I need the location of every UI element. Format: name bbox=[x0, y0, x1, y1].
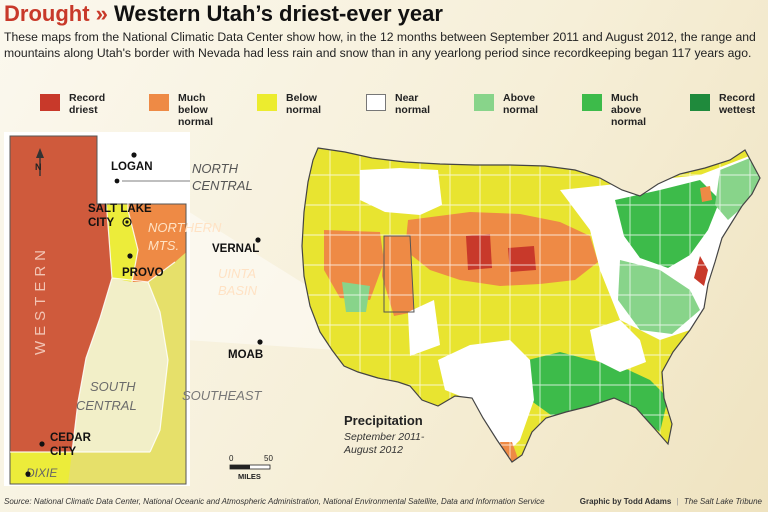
us-precipitation-map: Precipitation September 2011- August 201… bbox=[301, 147, 761, 463]
region-label-north-central: NORTH CENTRAL bbox=[192, 161, 253, 193]
us-delmarva-record-driest bbox=[694, 256, 708, 286]
city-dot-provo bbox=[127, 253, 133, 259]
us-map-caption-period: September 2011- August 2012 bbox=[343, 431, 427, 456]
city-dot-logan-area bbox=[114, 178, 120, 184]
caption-period-line-1: September 2011- bbox=[344, 431, 425, 443]
us-sierra-above bbox=[342, 282, 370, 312]
city-dot-logan bbox=[131, 152, 137, 158]
legend-label: Much below normal bbox=[178, 92, 214, 128]
region-label-south-central: SOUTH CENTRAL bbox=[76, 379, 139, 413]
us-maine-much-below bbox=[700, 186, 712, 202]
legend-swatch bbox=[690, 94, 710, 111]
region-label-northern-mts: NORTHERN MTS. bbox=[148, 220, 225, 253]
region-south-central bbox=[72, 278, 168, 452]
legend-item-much-above-normal: Much above normal bbox=[582, 92, 646, 128]
salt-lake-city-line-1: SALT LAKE bbox=[88, 203, 152, 215]
intro-text: These maps from the National Climatic Da… bbox=[4, 30, 756, 60]
legend-swatch bbox=[366, 94, 386, 111]
us-southwest-near-normal bbox=[408, 300, 440, 356]
scale-max: 50 bbox=[264, 454, 273, 463]
city-label-moab: MOAB bbox=[228, 349, 263, 361]
city-label-cedar-city: CEDAR CITY bbox=[50, 432, 94, 458]
us-nebraska-record-driest bbox=[508, 246, 536, 272]
region-label-western: WESTERN bbox=[32, 245, 49, 355]
us-wyoming-record-driest bbox=[466, 234, 492, 270]
city-label-logan: LOGAN bbox=[111, 161, 153, 173]
caption-period-line-2: August 2012 bbox=[343, 444, 403, 456]
us-utah-outline bbox=[383, 235, 415, 313]
south-central-line-2: CENTRAL bbox=[76, 398, 137, 413]
legend-item-below-normal: Below normal bbox=[257, 92, 321, 116]
city-dot-moab bbox=[257, 339, 263, 345]
city-dot-cedar-city bbox=[39, 441, 45, 447]
us-division-latitudes bbox=[302, 174, 760, 446]
south-central-line-1: SOUTH bbox=[90, 379, 136, 394]
precipitation-legend: Record driest Much below normal Below no… bbox=[0, 92, 768, 130]
scale-bar: 0 50 MILES bbox=[229, 454, 273, 481]
legend-item-record-driest: Record driest bbox=[40, 92, 105, 116]
legend-swatch bbox=[582, 94, 602, 111]
page-title: Drought » Western Utah’s driest-ever yea… bbox=[4, 1, 443, 27]
northern-mts-line-1: NORTHERN bbox=[148, 220, 222, 235]
map-graphic: N WESTERN NORTH CENTRAL NORTHERN MTS. UI… bbox=[4, 132, 761, 486]
scale-zero: 0 bbox=[229, 454, 234, 463]
region-label-dixie: DIXIE bbox=[26, 466, 58, 480]
region-label-southeast: SOUTHEAST bbox=[182, 388, 263, 403]
utah-state-outline bbox=[9, 135, 187, 485]
uinta-basin-line-2: BASIN bbox=[218, 283, 258, 298]
legend-label: Near normal bbox=[395, 92, 431, 116]
legend-label: Record wettest bbox=[719, 92, 756, 116]
publication-name: The Salt Lake Tribune bbox=[683, 497, 762, 506]
salt-lake-city-line-2: CITY bbox=[88, 217, 115, 229]
legend-item-near-normal: Near normal bbox=[366, 92, 430, 116]
region-label-uinta-basin: UINTA BASIN bbox=[218, 266, 259, 298]
scale-unit: MILES bbox=[238, 472, 261, 481]
north-central-line-1: NORTH bbox=[192, 161, 239, 176]
legend-swatch bbox=[474, 94, 494, 111]
city-dot-st-george bbox=[25, 471, 31, 477]
us-map-caption-title: Precipitation bbox=[344, 413, 423, 428]
city-dot-vernal bbox=[255, 237, 261, 243]
us-outline bbox=[301, 147, 761, 463]
north-arrow-icon bbox=[36, 148, 44, 158]
city-label-vernal: VERNAL bbox=[212, 243, 259, 255]
legend-swatch bbox=[149, 94, 169, 111]
us-mid-atlantic-above bbox=[618, 260, 700, 334]
northern-mts-line-2: MTS. bbox=[148, 238, 179, 253]
legend-label: Above normal bbox=[503, 92, 539, 116]
city-label-salt-lake-city: SALT LAKE CITY bbox=[88, 203, 155, 229]
credit-line: Graphic by Todd Adams | The Salt Lake Tr… bbox=[580, 497, 762, 506]
legend-item-much-below-normal: Much below normal bbox=[149, 92, 213, 128]
legend-label: Record driest bbox=[69, 92, 106, 116]
source-note: Source: National Climatic Data Center, N… bbox=[4, 497, 545, 506]
city-label-provo: PROVO bbox=[122, 267, 164, 279]
uinta-basin-line-1: UINTA bbox=[218, 266, 256, 281]
legend-swatch bbox=[40, 94, 60, 111]
title-kicker: Drought » bbox=[4, 1, 108, 26]
legend-item-record-wettest: Record wettest bbox=[690, 92, 755, 116]
capital-icon-center bbox=[125, 220, 129, 224]
us-northeast-much-above bbox=[615, 180, 720, 268]
credit-separator: | bbox=[676, 497, 679, 506]
us-southeast-near-normal bbox=[590, 320, 646, 372]
us-division-lines bbox=[302, 148, 760, 462]
north-central-line-2: CENTRAL bbox=[192, 178, 253, 193]
title-headline: Western Utah’s driest-ever year bbox=[114, 1, 443, 26]
legend-swatch bbox=[257, 94, 277, 111]
graphic-byline: Graphic by Todd Adams bbox=[579, 497, 672, 506]
region-dixie bbox=[10, 452, 72, 484]
utah-inset-map: N WESTERN NORTH CENTRAL NORTHERN MTS. UI… bbox=[4, 132, 273, 486]
north-arrow-label: N bbox=[35, 162, 42, 172]
legend-label: Below normal bbox=[286, 92, 322, 116]
region-western bbox=[10, 136, 112, 452]
legend-item-above-normal: Above normal bbox=[474, 92, 538, 116]
cedar-city-line-1: CEDAR bbox=[50, 432, 92, 444]
legend-label: Much above normal bbox=[611, 92, 647, 128]
us-northwest-near-normal bbox=[360, 168, 442, 215]
us-plains-much-below bbox=[405, 212, 598, 286]
capital-icon bbox=[122, 217, 132, 227]
region-borders bbox=[10, 136, 176, 453]
scale-bar-fill bbox=[230, 465, 250, 469]
cedar-city-line-2: CITY bbox=[50, 446, 77, 458]
